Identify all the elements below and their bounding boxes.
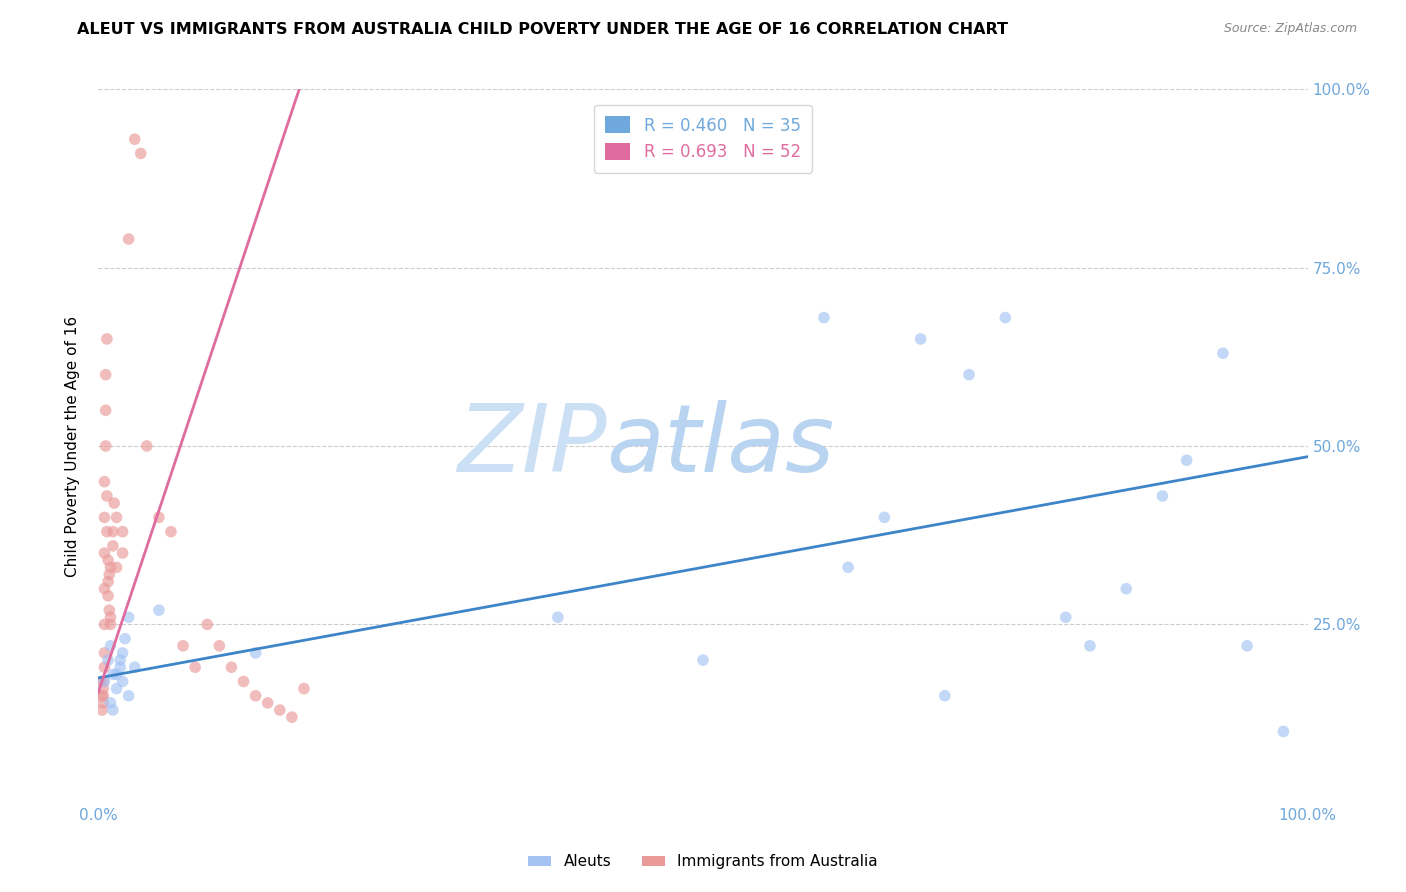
Point [94,368,117,382]
Point [105,510,128,524]
Point [93,546,115,560]
Point [100,696,122,710]
Point [692,653,714,667]
Text: atlas: atlas [606,401,835,491]
Point [245,689,267,703]
Point [148,603,170,617]
Point [160,524,183,539]
Point [108,653,131,667]
Point [97,553,120,567]
Point [91,703,114,717]
Point [93,617,115,632]
Point [100,560,122,574]
Point [100,639,122,653]
Point [118,232,141,246]
Point [101,703,124,717]
Point [1115,582,1137,596]
Point [910,332,932,346]
Point [93,646,115,660]
Point [108,660,131,674]
Point [96,332,118,346]
Point [195,617,218,632]
Legend: R = 0.460   N = 35, R = 0.693   N = 52: R = 0.460 N = 35, R = 0.693 N = 52 [593,104,813,173]
Point [91,689,114,703]
Legend: Aleuts, Immigrants from Australia: Aleuts, Immigrants from Australia [522,848,884,875]
Point [245,646,267,660]
Point [93,674,115,689]
Point [111,674,134,689]
Point [101,539,124,553]
Point [111,546,134,560]
Point [1054,610,1077,624]
Point [172,639,194,653]
Text: Source: ZipAtlas.com: Source: ZipAtlas.com [1223,22,1357,36]
Point [94,439,117,453]
Point [93,510,115,524]
Point [93,660,115,674]
Point [1175,453,1198,467]
Point [873,510,896,524]
Point [232,674,254,689]
Point [111,524,134,539]
Point [91,674,114,689]
Point [292,681,315,696]
Point [91,689,114,703]
Point [103,496,125,510]
Point [124,660,146,674]
Point [957,368,980,382]
Point [97,653,120,667]
Point [105,667,128,681]
Point [124,132,146,146]
Point [256,696,278,710]
Point [93,582,115,596]
Point [1078,639,1101,653]
Point [1272,724,1295,739]
Point [90,674,112,689]
Point [100,610,122,624]
Point [91,696,114,710]
Text: ALEUT VS IMMIGRANTS FROM AUSTRALIA CHILD POVERTY UNDER THE AGE OF 16 CORRELATION: ALEUT VS IMMIGRANTS FROM AUSTRALIA CHILD… [77,22,1008,37]
Point [837,560,859,574]
Point [135,439,157,453]
Point [97,589,120,603]
Point [813,310,835,325]
Y-axis label: Child Poverty Under the Age of 16: Child Poverty Under the Age of 16 [65,316,80,576]
Text: ZIP: ZIP [457,401,606,491]
Point [111,646,134,660]
Point [100,617,122,632]
Point [114,632,136,646]
Point [1236,639,1258,653]
Point [148,510,170,524]
Point [94,403,117,417]
Point [118,610,141,624]
Point [105,681,128,696]
Point [101,667,124,681]
Point [96,524,118,539]
Point [1212,346,1234,360]
Point [118,689,141,703]
Point [208,639,231,653]
Point [281,710,304,724]
Point [101,524,124,539]
Point [93,475,115,489]
Point [96,489,118,503]
Point [97,574,120,589]
Point [184,660,207,674]
Point [934,689,956,703]
Point [105,560,128,574]
Point [994,310,1017,325]
Point [98,567,121,582]
Point [129,146,152,161]
Point [1152,489,1174,503]
Point [98,603,121,617]
Point [91,681,114,696]
Point [221,660,243,674]
Point [269,703,291,717]
Point [547,610,569,624]
